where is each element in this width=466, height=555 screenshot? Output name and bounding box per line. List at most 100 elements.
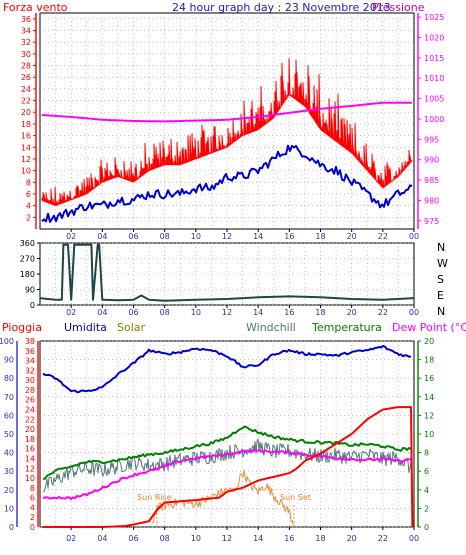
wind-axis-tick-label: 6: [26, 190, 31, 199]
chart-marks: 2468101214161820222426283032343697598098…: [0, 12, 448, 543]
humidity-axis-tick-label: 60: [4, 411, 14, 420]
temp-axis-tick-label: 0: [424, 523, 429, 532]
x-tick-label: 20: [347, 232, 357, 241]
x-tick-label: 20: [347, 534, 357, 543]
x-tick-label: 14: [253, 534, 263, 543]
rain-axis-tick-label: 26: [25, 396, 35, 405]
humidity-axis-tick-label: 90: [4, 356, 14, 365]
series-dewpoint: [42, 448, 412, 501]
temp-axis-tick-label: 16: [424, 374, 434, 383]
x-tick-label: 04: [97, 534, 107, 543]
rain-axis-tick-label: 30: [25, 376, 35, 385]
x-tick-label: 00: [409, 232, 419, 241]
x-tick-label: 18: [315, 308, 325, 317]
pressure-axis-tick-label: 1015: [424, 54, 444, 63]
wind-axis-tick-label: 14: [21, 143, 31, 152]
pressure-axis-tick-label: 975: [424, 217, 439, 226]
x-tick-label: 02: [66, 534, 76, 543]
x-tick-label: 12: [222, 308, 232, 317]
x-tick-label: 22: [378, 308, 388, 317]
legend-temperatura: Temperatura: [311, 321, 382, 334]
x-tick-label: 02: [66, 232, 76, 241]
x-tick-label: 10: [191, 232, 201, 241]
pressure-axis-tick-label: 985: [424, 176, 439, 185]
sun-set-label: Sun Set: [280, 493, 311, 502]
humidity-axis-tick-label: 80: [4, 374, 14, 383]
humidity-axis-tick-label: 40: [4, 449, 14, 458]
x-tick-label: 12: [222, 232, 232, 241]
pressure-axis-tick-label: 1025: [424, 13, 444, 22]
rain-axis-tick-label: 2: [30, 513, 35, 522]
series-temperature: [42, 425, 412, 480]
rain-axis-tick-label: 22: [25, 415, 35, 424]
x-tick-label: 10: [191, 308, 201, 317]
wind-axis-tick-label: 22: [21, 97, 31, 106]
x-tick-label: 16: [284, 308, 294, 317]
direction-letter: W: [437, 257, 448, 270]
x-tick-label: 08: [160, 232, 170, 241]
series-solar: [151, 469, 294, 526]
x-tick-label: 16: [284, 232, 294, 241]
temp-axis-tick-label: 12: [424, 411, 434, 420]
x-tick-label: 12: [222, 534, 232, 543]
direction-axis-tick-label: 180: [20, 270, 35, 279]
wind-axis-tick-label: 16: [21, 132, 31, 141]
x-tick-label: 10: [191, 534, 201, 543]
rain-axis-tick-label: 6: [30, 494, 35, 503]
temp-axis-tick-label: 10: [424, 430, 434, 439]
humidity-axis-tick-label: 0: [9, 523, 14, 532]
rain-axis-tick-label: 14: [25, 454, 35, 463]
pressure-axis-tick-label: 995: [424, 135, 439, 144]
legend-pioggia: Pioggia: [2, 321, 42, 334]
humidity-axis-tick-label: 30: [4, 467, 14, 476]
rain-axis-tick-label: 34: [25, 357, 35, 366]
series-wind-average: [41, 144, 413, 223]
temp-axis-tick-label: 18: [424, 356, 434, 365]
x-tick-label: 18: [315, 534, 325, 543]
rain-axis-tick-label: 36: [25, 347, 35, 356]
rain-axis-tick-label: 10: [25, 474, 35, 483]
direction-axis-tick-label: 270: [20, 255, 35, 264]
temp-axis-tick-label: 14: [424, 393, 434, 402]
pressure-axis-tick-label: 1000: [424, 115, 444, 124]
rain-axis-tick-label: 18: [25, 435, 35, 444]
x-tick-label: 14: [253, 308, 263, 317]
pressure-axis-tick-label: 1020: [424, 33, 444, 42]
rain-axis-tick-label: 32: [25, 366, 35, 375]
rain-axis-tick-label: 0: [30, 523, 35, 532]
temp-axis-tick-label: 6: [424, 467, 429, 476]
x-tick-label: 22: [378, 534, 388, 543]
wind-axis-tick-label: 34: [21, 27, 31, 36]
x-tick-label: 22: [378, 232, 388, 241]
x-tick-label: 00: [409, 534, 419, 543]
x-tick-label: 02: [66, 308, 76, 317]
x-tick-label: 06: [128, 534, 138, 543]
direction-axis-tick-label: 0: [30, 301, 35, 310]
wind-axis-tick-label: 18: [21, 120, 31, 129]
direction-letter: N: [437, 241, 445, 254]
legend-solar: Solar: [117, 321, 146, 334]
wind-axis-tick-label: 24: [21, 85, 31, 94]
wind-axis-tick-label: 8: [26, 178, 31, 187]
series-wind-direction: [39, 243, 415, 302]
x-tick-label: 16: [284, 534, 294, 543]
temp-axis-tick-label: 8: [424, 449, 429, 458]
x-tick-label: 06: [128, 232, 138, 241]
x-tick-label: 20: [347, 308, 357, 317]
rain-axis-tick-label: 8: [30, 484, 35, 493]
legend-windchill: Windchill: [246, 321, 296, 334]
wind-axis-tick-label: 28: [21, 62, 31, 71]
wind-axis-tick-label: 2: [26, 213, 31, 222]
x-tick-label: 08: [160, 534, 170, 543]
humidity-axis-tick-label: 50: [4, 430, 14, 439]
wind-force-label: Forza vento: [3, 1, 68, 14]
series-pressure: [41, 101, 412, 123]
direction-axis-tick-label: 90: [25, 286, 35, 295]
rain-axis-tick-label: 38: [25, 337, 35, 346]
humidity-axis-tick-label: 20: [4, 486, 14, 495]
series-rain: [43, 406, 414, 528]
wind-axis-tick-label: 10: [21, 167, 31, 176]
direction-axis-tick-label: 360: [20, 239, 35, 248]
